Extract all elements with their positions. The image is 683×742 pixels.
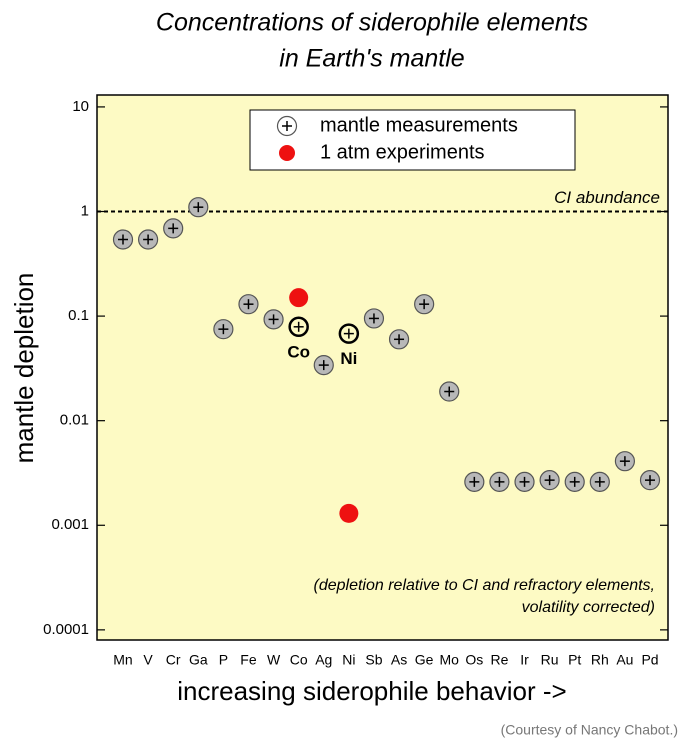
y-tick-label: 10 [72, 98, 89, 115]
data-point [388, 329, 410, 350]
data-point [363, 308, 385, 329]
y-tick-label: 0.001 [51, 516, 89, 533]
annotation: Ni [340, 349, 357, 368]
note: volatility corrected) [522, 599, 655, 616]
data-point [313, 354, 334, 376]
plot-area [96, 94, 669, 641]
x-tick-label: Ni [342, 652, 355, 668]
y-tick-label: 1 [81, 202, 89, 219]
data-point [112, 229, 134, 250]
x-tick-label: As [391, 652, 407, 668]
y-axis-label: mantle depletion [9, 273, 39, 464]
x-tick-label: Fe [240, 652, 257, 668]
data-point [489, 471, 510, 492]
data-point [338, 323, 360, 344]
data-point [263, 309, 284, 330]
data-point [589, 471, 610, 492]
credit: (Courtesy of Nancy Chabot.) [501, 722, 678, 738]
x-tick-label: Ir [520, 652, 529, 668]
data-point [639, 470, 661, 491]
x-tick-label: Pd [641, 652, 658, 668]
x-tick-label: Mo [440, 652, 460, 668]
x-tick-label: W [267, 652, 281, 668]
x-tick-label: Ga [189, 652, 208, 668]
data-point [137, 229, 159, 250]
data-point [213, 319, 234, 340]
data-point [339, 503, 359, 523]
reference-label: CI abundance [554, 188, 660, 207]
data-point [188, 197, 209, 218]
data-point [163, 218, 184, 239]
data-point [288, 316, 309, 338]
x-tick-label: P [219, 652, 228, 668]
chart-title: in Earth's mantle [279, 45, 464, 73]
legend: mantle measurements 1 atm experiments [249, 109, 576, 171]
x-tick-label: Re [490, 652, 508, 668]
y-tick-label: 0.1 [68, 307, 89, 324]
data-point [539, 470, 560, 491]
legend-label: mantle measurements [320, 114, 518, 136]
chart-title: Concentrations of siderophile elements [156, 9, 588, 37]
legend-box [249, 109, 576, 171]
x-tick-label: Ru [541, 652, 559, 668]
legend-label: 1 atm experiments [320, 141, 485, 163]
legend-marker [279, 145, 295, 161]
data-point [514, 471, 535, 492]
x-tick-label: Au [616, 652, 633, 668]
x-tick-label: Mn [113, 652, 132, 668]
x-tick-label: Sb [365, 652, 382, 668]
data-point [439, 381, 460, 402]
x-tick-label: Os [465, 652, 483, 668]
data-point [238, 294, 259, 315]
x-tick-label: Co [290, 652, 308, 668]
data-point [289, 288, 309, 308]
y-tick-label: 0.01 [60, 412, 89, 429]
data-point [464, 471, 485, 492]
x-tick-label: V [143, 652, 153, 668]
x-tick-label: Cr [166, 652, 181, 668]
data-point [614, 451, 636, 472]
x-tick-label: Rh [591, 652, 609, 668]
x-tick-label: Ag [315, 652, 332, 668]
y-tick-label: 0.0001 [43, 621, 89, 638]
x-tick-label: Ge [415, 652, 434, 668]
note: (depletion relative to CI and refractory… [314, 577, 656, 594]
x-axis-label: increasing siderophile behavior -> [177, 676, 567, 706]
x-tick-label: Pt [568, 652, 581, 668]
data-point [564, 471, 585, 492]
annotation: Co [287, 342, 310, 361]
data-point [414, 294, 435, 315]
legend-marker [276, 115, 298, 137]
